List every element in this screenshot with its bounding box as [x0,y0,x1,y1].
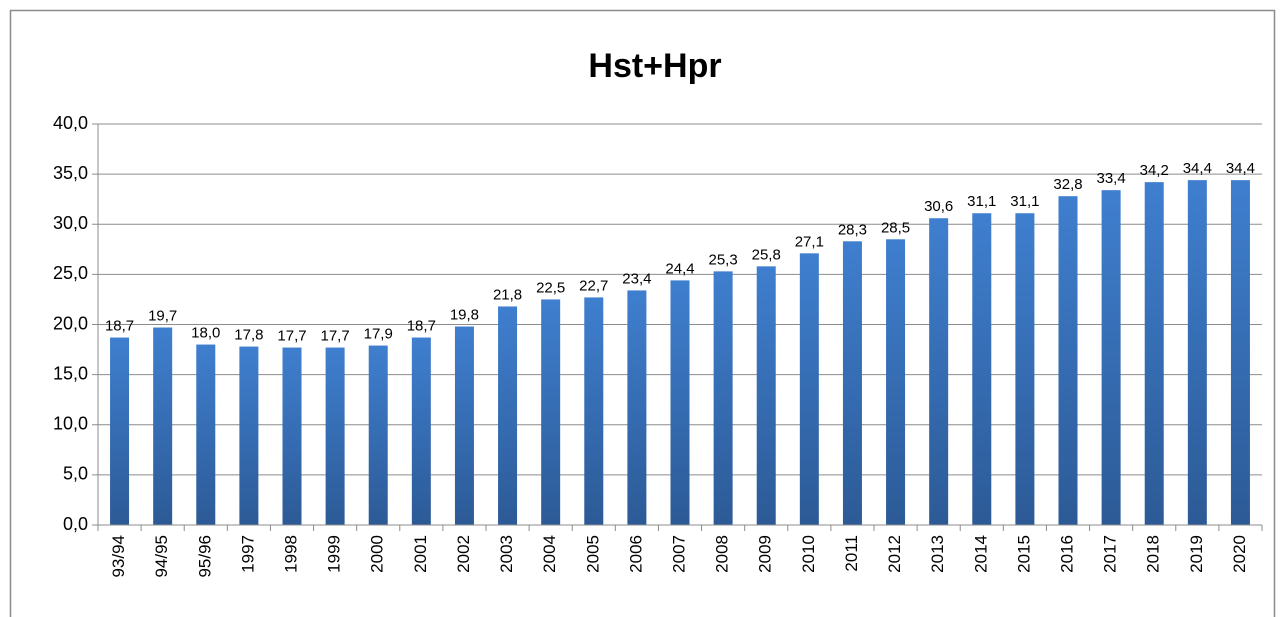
bar [454,326,474,525]
value-label: 28,5 [881,219,910,236]
bar [842,241,862,526]
bar [282,347,302,525]
bar [584,297,604,525]
bar [110,337,130,525]
value-label: 25,3 [709,251,738,268]
bar [1144,182,1164,525]
bar [929,218,949,526]
bar [1230,180,1250,525]
value-label: 28,3 [838,221,867,238]
value-label: 21,8 [493,286,522,303]
y-tick-label: 15,0 [53,363,88,383]
bar [153,327,173,525]
value-label: 17,7 [321,328,350,345]
x-tick-label: 2020 [1230,535,1249,573]
value-label: 17,7 [277,328,306,345]
x-tick-label: 2004 [540,535,559,573]
x-tick-label: 2008 [713,535,732,573]
y-tick-label: 30,0 [53,213,88,233]
value-label: 19,8 [450,307,479,324]
value-label: 18,0 [191,325,220,342]
value-label: 31,1 [967,193,996,210]
y-tick-label: 40,0 [53,113,88,133]
x-tick-label: 2009 [756,535,775,573]
bar [627,290,647,525]
x-tick-label: 94/95 [152,535,171,578]
x-tick-label: 2007 [669,535,688,573]
bar [498,306,518,525]
bar [886,239,906,525]
y-tick-label: 10,0 [53,414,88,434]
value-label: 30,6 [924,198,953,215]
value-label: 22,5 [536,279,565,296]
y-tick-label: 0,0 [63,514,88,534]
bar [1058,196,1078,525]
x-tick-label: 1997 [238,535,257,573]
value-label: 19,7 [148,308,177,325]
x-tick-label: 2013 [928,535,947,573]
x-tick-label: 2018 [1144,535,1163,573]
x-tick-label: 2010 [799,535,818,573]
bar [670,280,690,525]
x-tick-label: 2012 [885,535,904,573]
x-tick-label: 1999 [325,535,344,573]
bar [799,253,819,525]
bar [325,347,345,525]
value-label: 24,4 [665,260,694,277]
x-tick-label: 2016 [1057,535,1076,573]
x-tick-label: 2001 [411,535,430,573]
x-tick-label: 2000 [368,535,387,573]
value-label: 32,8 [1053,176,1082,193]
bar [411,337,431,525]
x-tick-label: 95/96 [195,535,214,578]
bar [1187,180,1207,525]
bar [1015,213,1035,525]
value-label: 17,8 [234,327,263,344]
bar [368,345,388,525]
x-tick-label: 2003 [497,535,516,573]
bar [756,266,776,525]
value-label: 23,4 [622,270,651,287]
y-tick-label: 5,0 [63,464,88,484]
chart-title: Hst+Hpr [588,47,721,85]
value-label: 34,2 [1140,162,1169,179]
bar [196,344,216,525]
x-tick-label: 93/94 [109,535,128,578]
bar [1101,190,1121,526]
value-label: 17,9 [364,326,393,343]
bar [972,213,992,525]
value-label: 25,8 [752,246,781,263]
x-tick-label: 2011 [842,535,861,572]
value-label: 22,7 [579,277,608,294]
value-label: 33,4 [1097,170,1126,187]
x-tick-label: 2017 [1101,535,1120,573]
x-tick-label: 2006 [626,535,645,573]
y-tick-label: 25,0 [53,263,88,283]
value-label: 18,7 [105,318,134,335]
y-tick-label: 35,0 [53,163,88,183]
x-tick-label: 2014 [971,535,990,573]
y-tick-label: 20,0 [53,313,88,333]
x-tick-label: 2005 [583,535,602,573]
bar [239,346,259,525]
bar [713,271,733,525]
value-label: 31,1 [1010,193,1039,210]
value-label: 34,4 [1183,160,1212,177]
bar [541,299,561,525]
x-tick-label: 2002 [454,535,473,573]
x-tick-label: 2019 [1187,535,1206,573]
value-label: 18,7 [407,318,436,335]
x-tick-label: 1998 [281,535,300,573]
x-tick-label: 2015 [1014,535,1033,573]
value-label: 34,4 [1226,160,1255,177]
value-label: 27,1 [795,233,824,250]
